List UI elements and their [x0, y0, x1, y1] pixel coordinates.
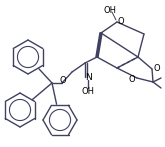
- Text: O: O: [154, 64, 161, 72]
- Text: N: N: [85, 72, 91, 81]
- Text: OH: OH: [103, 5, 116, 15]
- Text: O: O: [128, 75, 135, 83]
- Text: O: O: [118, 16, 124, 25]
- Text: O: O: [60, 76, 66, 85]
- Text: OH: OH: [82, 86, 95, 96]
